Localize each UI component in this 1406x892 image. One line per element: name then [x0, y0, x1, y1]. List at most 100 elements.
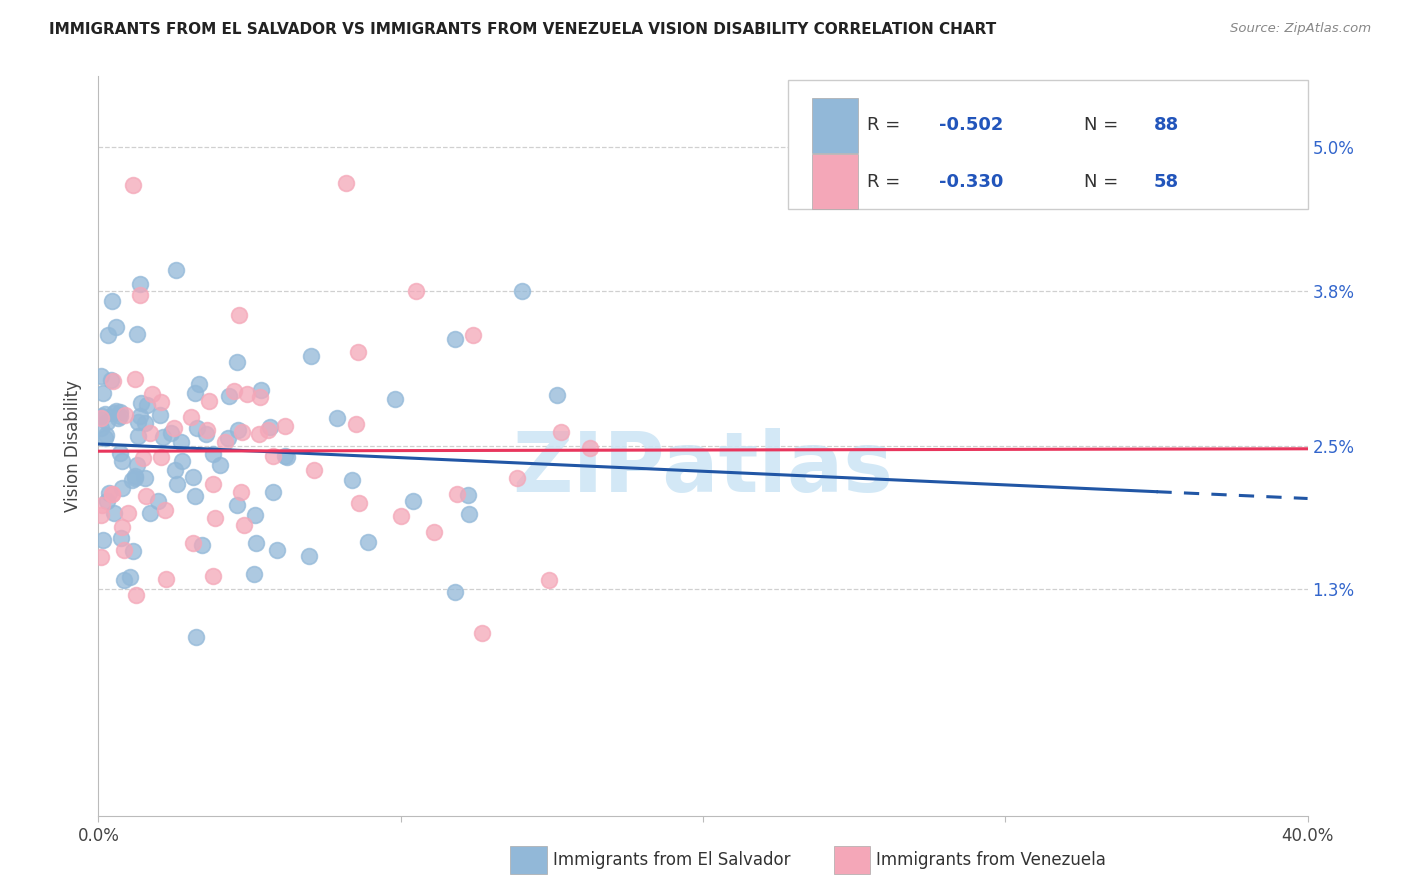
Point: [218, 389, 240, 403]
Text: R =: R =: [868, 173, 907, 191]
Point: [94, 427, 117, 442]
Point: [201, 477, 224, 491]
Point: [198, 393, 221, 408]
Point: [229, 484, 252, 499]
Text: N =: N =: [1084, 117, 1123, 135]
Point: [299, 349, 322, 363]
Text: Immigrants from El Salvador: Immigrants from El Salvador: [553, 851, 790, 869]
Point: [125, 588, 148, 602]
Point: [243, 508, 266, 522]
Point: [405, 284, 427, 298]
Point: [103, 406, 125, 420]
Point: [444, 584, 467, 599]
Point: [108, 446, 131, 460]
Point: [112, 574, 135, 588]
Point: [349, 495, 371, 509]
Point: [402, 493, 425, 508]
Point: [91, 385, 114, 400]
Point: [121, 473, 143, 487]
Point: [183, 535, 205, 549]
Point: [233, 517, 256, 532]
Point: [298, 549, 321, 563]
Point: [101, 487, 124, 501]
Point: [100, 373, 122, 387]
Point: [250, 384, 273, 398]
Point: [550, 425, 572, 440]
Point: [235, 387, 257, 401]
Point: [110, 531, 132, 545]
Text: IMMIGRANTS FROM EL SALVADOR VS IMMIGRANTS FROM VENEZUELA VISION DISABILITY CORRE: IMMIGRANTS FROM EL SALVADOR VS IMMIGRANT…: [49, 22, 997, 37]
Point: [342, 473, 364, 487]
Point: [325, 410, 347, 425]
Point: [165, 263, 187, 277]
Point: [98, 486, 121, 500]
Point: [155, 572, 177, 586]
Point: [446, 487, 468, 501]
FancyBboxPatch shape: [811, 154, 858, 210]
Point: [180, 409, 202, 424]
Point: [389, 508, 412, 523]
Point: [97, 328, 120, 343]
Point: [139, 425, 162, 440]
Point: [117, 506, 139, 520]
Point: [90, 421, 112, 435]
Point: [105, 319, 128, 334]
Point: [578, 441, 600, 455]
Point: [247, 426, 270, 441]
Point: [90, 498, 112, 512]
Point: [444, 332, 467, 346]
Point: [222, 384, 245, 398]
Point: [94, 407, 117, 421]
Point: [357, 534, 380, 549]
Point: [274, 450, 297, 464]
Point: [108, 405, 131, 419]
Point: [112, 543, 135, 558]
Point: [127, 415, 149, 429]
Point: [135, 398, 157, 412]
Point: [245, 535, 267, 549]
Point: [190, 538, 212, 552]
Point: [111, 454, 134, 468]
Point: [344, 417, 367, 431]
Point: [166, 476, 188, 491]
Text: 88: 88: [1154, 117, 1180, 135]
Point: [101, 375, 124, 389]
Point: [114, 408, 136, 422]
Point: [187, 377, 209, 392]
Point: [96, 415, 118, 429]
Text: R =: R =: [868, 117, 907, 135]
Point: [101, 294, 124, 309]
Point: [259, 420, 281, 434]
Point: [384, 392, 406, 406]
Point: [184, 489, 207, 503]
Point: [148, 494, 170, 508]
Point: [184, 630, 207, 644]
Point: [262, 484, 284, 499]
Point: [139, 506, 162, 520]
Point: [186, 421, 208, 435]
Point: [249, 390, 271, 404]
Point: [134, 416, 156, 430]
Point: [225, 355, 247, 369]
Point: [458, 507, 481, 521]
Point: [91, 409, 114, 424]
FancyBboxPatch shape: [787, 79, 1308, 209]
Point: [274, 419, 297, 434]
Point: [422, 524, 444, 539]
Point: [195, 423, 218, 437]
Point: [510, 284, 533, 298]
Point: [111, 481, 134, 495]
Text: -0.330: -0.330: [939, 173, 1002, 191]
Point: [124, 372, 146, 386]
Point: [225, 498, 247, 512]
Point: [132, 451, 155, 466]
Point: [204, 511, 226, 525]
Point: [149, 450, 172, 464]
Point: [202, 569, 225, 583]
Point: [96, 494, 118, 508]
Text: -0.502: -0.502: [939, 117, 1002, 135]
Point: [129, 396, 152, 410]
Point: [122, 178, 145, 192]
Text: ZIPatlas: ZIPatlas: [513, 427, 893, 508]
Point: [457, 488, 479, 502]
